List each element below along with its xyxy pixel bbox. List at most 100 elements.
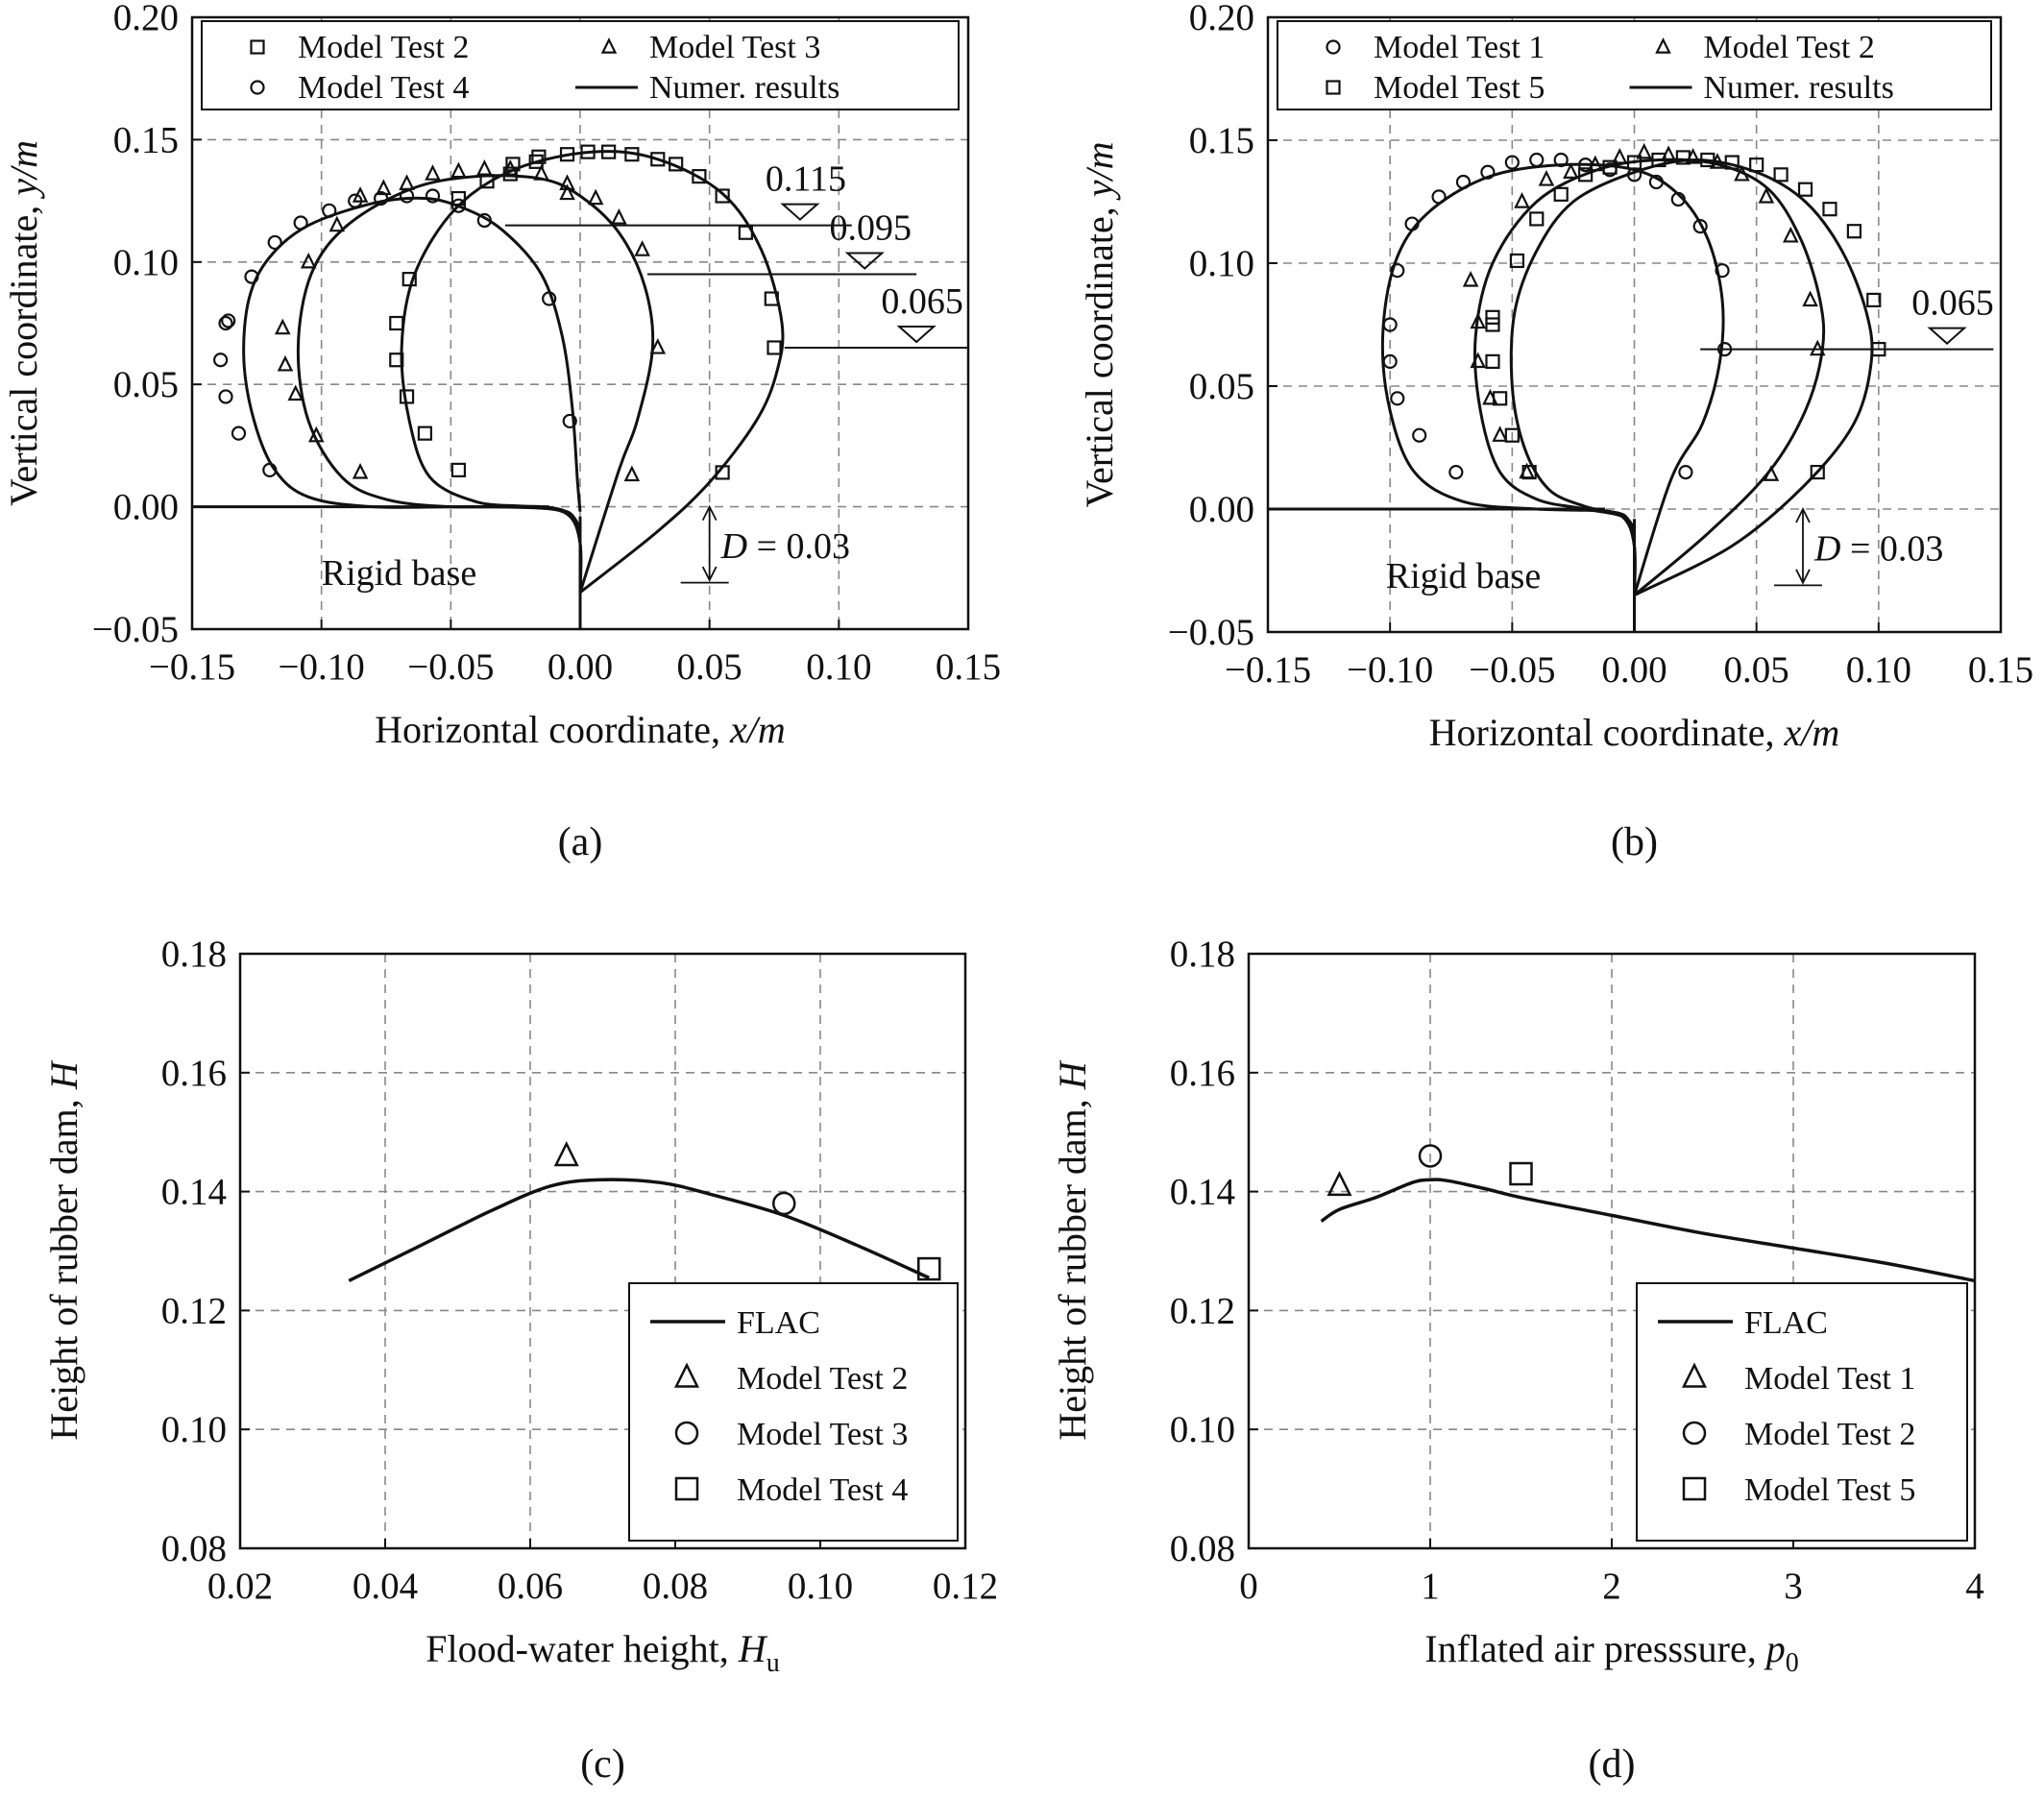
water-level-marker [896,325,937,344]
y-tick-label: −0.05 [1168,612,1254,653]
data-point-circle [1390,391,1405,406]
data-point-square [1509,253,1525,269]
data-point-triangle [1470,312,1487,329]
flac-curve [1320,1178,1976,1283]
y-axis-label-symbol: H [1051,1059,1094,1090]
data-point-triangle [1802,290,1818,307]
x-tick-label: 0.10 [806,646,871,688]
data-point-square [650,152,666,167]
legend-marker-square [250,39,265,55]
y-tick-label: 0.16 [161,1053,227,1094]
data-point-square [1846,224,1862,239]
data-point-square [1626,155,1642,170]
legend-marker-triangle [600,37,618,54]
chart-panel-b: −0.15 −0.10 −0.05 0.00 0.05 0.10 0.15 −0.05 0.00… [1078,0,2033,864]
legend-label: Model Test 3 [649,30,820,65]
data-point-square [1651,152,1667,168]
water-level-label: 0.115 [766,159,846,200]
y-tick-label: 0.00 [1189,489,1254,530]
data-point-circle [218,389,233,404]
data-point-triangle [277,354,294,372]
x-axis-label-subscript: u [766,1648,780,1678]
data-point-circle [1670,191,1686,207]
panel-caption: (a) [558,820,603,864]
data-point-triangle [559,174,575,190]
data-point-circle [262,462,278,477]
legend-label: FLAC [1744,1305,1828,1341]
x-axis-label-symbol: x/m [1784,711,1840,754]
x-tick-label: 0.00 [1601,649,1667,691]
data-point-circle [1648,174,1664,190]
legend-marker-circle [1682,1421,1707,1446]
data-point-square [766,340,782,355]
numerical-curve-1 [1380,162,1725,596]
legend-marker-circle [674,1421,699,1446]
data-point-triangle [1462,270,1479,287]
data-point-triangle [399,174,415,190]
x-axis-label: Horizontal coordinate, x/m [1429,711,1840,754]
x-tick-label: −0.10 [279,646,365,688]
data-point-triangle [634,240,650,256]
y-axis-label-symbol: H [42,1059,85,1090]
data-point-square [389,315,404,331]
data-point-circle [1678,465,1693,480]
data-point-triangle [1514,192,1530,208]
y-axis-label-text: Vertical coordinate, [2,196,45,506]
data-point-triangle [502,159,519,176]
data-point-circle [1431,189,1447,205]
data-point-square [1504,427,1520,443]
data-point-circle [1455,174,1472,190]
x-axis-label: Flood-water height, Hu [426,1627,779,1678]
d-arrow-top [701,504,718,522]
data-point-square [1810,465,1825,480]
legend-label: Numer. results [1704,70,1894,106]
x-tick-label: 0.04 [353,1566,418,1607]
y-axis-label-text: Vertical coordinate, [1078,197,1121,507]
data-point-triangle [450,161,467,179]
data-point-square [601,144,617,159]
data-point-square [1871,342,1886,357]
y-tick-label: 0.08 [1170,1528,1235,1569]
legend-label: Numer. results [649,70,840,106]
data-point-triangle [1563,162,1579,179]
legend-box [1277,20,1992,110]
water-level-marker [780,203,820,221]
x-axis-label-symbol: x/m [729,708,786,751]
legend-box [628,1282,959,1542]
data-point-square [399,389,415,404]
x-tick-label: 1 [1421,1566,1440,1607]
y-axis-label: Vertical coordinate, y/m [2,140,45,506]
data-point-square [1797,182,1813,197]
data-point-circle [1715,263,1730,279]
x-tick-label: −0.05 [1469,649,1555,691]
data-point-triangle [300,252,317,269]
data-point-square [505,157,521,172]
x-tick-label: 3 [1784,1566,1803,1607]
legend-label: Model Test 5 [1374,70,1545,106]
y-axis-label-symbol: y/m [2,140,45,200]
data-point-circle [1553,152,1569,168]
d-label-symbol: D [1813,529,1840,570]
y-axis-label-text: Height of rubber dam, [42,1089,85,1440]
data-point-triangle [1538,170,1555,186]
d-label: D = 0.03 [1813,529,1943,570]
legend-label: Model Test 1 [1374,30,1545,65]
data-point-circle [772,1191,796,1216]
water-level-label: 0.065 [881,281,963,322]
y-tick-label: 0.14 [161,1172,227,1213]
y-tick-label: 0.05 [1189,366,1254,407]
y-tick-label: 0.14 [1170,1172,1235,1213]
x-axis-label: Horizontal coordinate, x/m [375,708,786,751]
y-axis-label: Height of rubber dam, H [42,1059,85,1440]
legend-label: Model Test 5 [1744,1472,1915,1508]
data-point-square [1700,152,1716,168]
data-point-circle [450,198,467,213]
data-point-circle [293,215,308,231]
data-point-square [580,144,596,159]
data-point-square [1749,158,1764,173]
legend-marker-square [674,1476,699,1501]
data-point-square [528,154,544,169]
x-tick-label: −0.05 [407,646,494,688]
d-label: D = 0.03 [720,526,850,567]
y-tick-label: 0.08 [161,1528,227,1569]
